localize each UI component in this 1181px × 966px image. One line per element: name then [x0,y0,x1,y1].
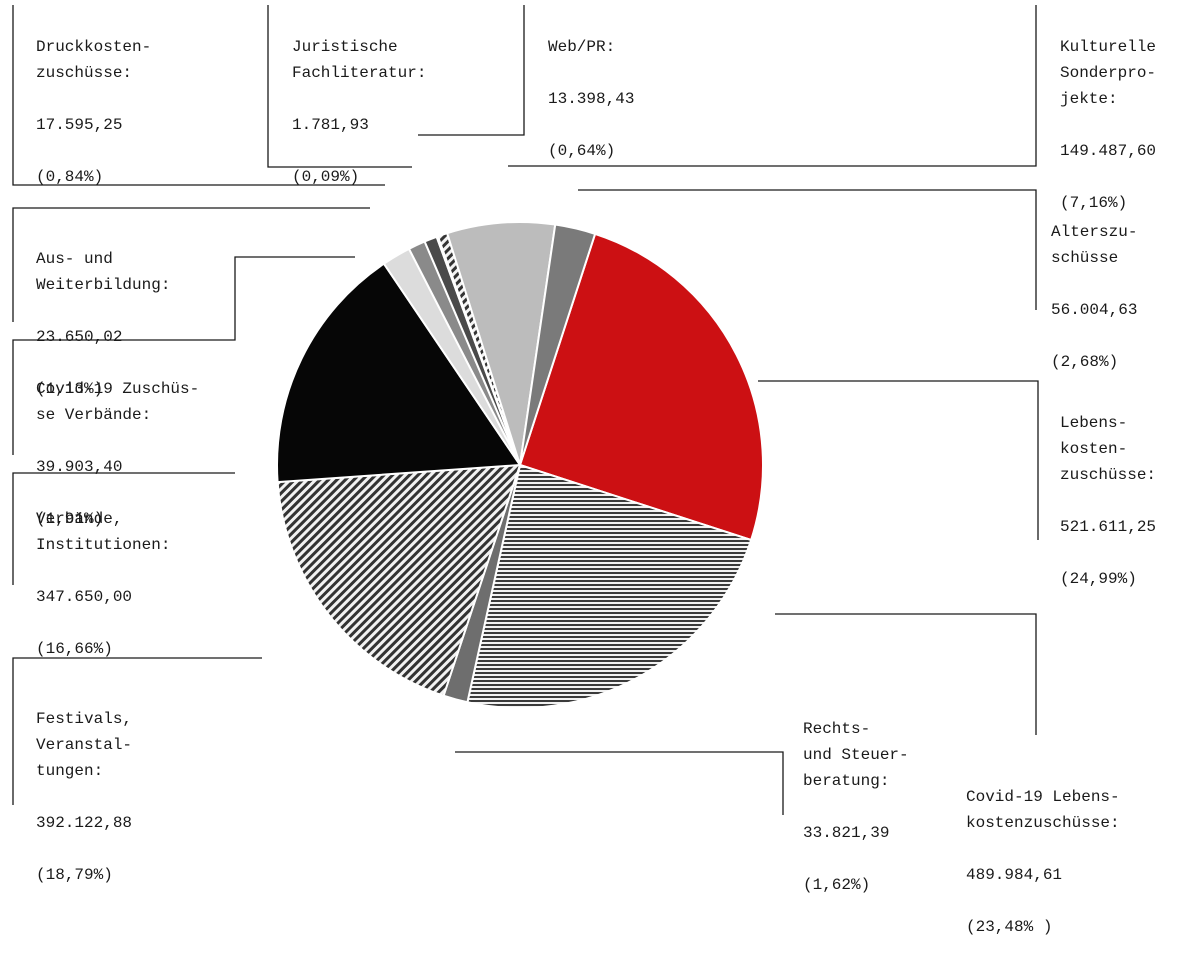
label-alter-name: Alterszu- schüsse [1051,223,1138,267]
label-druck: Druckkosten- zuschüsse: 17.595,25 (0,84%… [36,8,151,216]
pie-slice-alter [519,223,597,466]
label-druck-name: Druckkosten- zuschüsse: [36,38,152,82]
label-kultur-value: 149.487,60 [1060,142,1157,160]
label-covid-lebens-percent: (23,48% ) [966,918,1053,936]
label-web: Web/PR: 13.398,43 (0,64%) [548,8,634,190]
label-druck-percent: (0,84%) [36,168,104,186]
label-covid-verb-percent: (1,91%) [36,510,104,528]
label-web-value: 13.398,43 [548,90,635,108]
label-juris-name: Juristische Fachliteratur: [292,38,427,82]
label-aus: Aus- und Weiterbildung: 23.650,02 (1,13%… [36,220,170,428]
leader-line-web [418,5,525,136]
label-covid-verb-name: Covid-19 Zuschüs- se Verbände: [36,380,200,424]
leader-line-rechts [455,751,784,815]
leader-line-juris [267,5,412,168]
pie-slice-covid_lebens [466,463,753,709]
label-verbaende-percent: (16,66%) [36,640,113,658]
leader-line-alter [578,189,1037,310]
label-festivals-value: 392.122,88 [36,814,133,832]
label-alter-percent: (2,68%) [1051,353,1119,371]
label-verbaende: Verbände, Institutionen: 347.650,00 (16,… [36,480,170,688]
label-covid-lebens-name: Covid-19 Lebens- kostenzuschüsse: [966,788,1120,832]
label-aus-value: 23.650,02 [36,328,123,346]
label-verbaende-value: 347.650,00 [36,588,133,606]
leader-line-aus [12,207,370,322]
label-covid-lebens: Covid-19 Lebens- kostenzuschüsse: 489.98… [966,758,1120,966]
label-rechts-value: 33.821,39 [803,824,890,842]
label-kultur-name: Kulturelle Sonderpro- jekte: [1060,38,1157,108]
leader-line-kultur [508,5,1037,167]
leader-line-festivals [12,657,262,805]
label-lebens: Lebens- kosten- zuschüsse: 521.611,25 (2… [1060,384,1156,618]
label-covid-verb: Covid-19 Zuschüs- se Verbände: 39.903,40… [36,350,199,558]
label-alter: Alterszu- schüsse 56.004,63 (2,68%) [1051,193,1137,401]
label-juris: Juristische Fachliteratur: 1.781,93 (0,0… [292,8,426,216]
label-lebens-percent: (24,99%) [1060,570,1137,588]
label-rechts: Rechts- und Steuer- beratung: 33.821,39 … [803,690,909,924]
leader-line-lebens [758,380,1039,540]
label-festivals-percent: (18,79%) [36,866,113,884]
label-alter-value: 56.004,63 [1051,301,1138,319]
label-kultur-percent: (7,16%) [1060,194,1128,212]
label-druck-value: 17.595,25 [36,116,123,134]
label-lebens-name: Lebens- kosten- zuschüsse: [1060,414,1157,484]
label-kultur: Kulturelle Sonderpro- jekte: 149.487,60 … [1060,8,1156,242]
label-aus-percent: (1,13%) [36,380,104,398]
leader-line-covid-lebens [775,613,1037,735]
label-rechts-percent: (1,62%) [803,876,871,894]
label-festivals: Festivals, Veranstal- tungen: 392.122,88… [36,680,132,914]
label-juris-value: 1.781,93 [292,116,369,134]
leader-line-covid-verb [12,256,355,455]
label-rechts-name: Rechts- und Steuer- beratung: [803,720,909,790]
label-covid-lebens-value: 489.984,61 [966,866,1063,884]
label-aus-name: Aus- und Weiterbildung: [36,250,171,294]
pie-chart [12,5,1039,815]
label-juris-percent: (0,09%) [292,168,360,186]
label-web-percent: (0,64%) [548,142,616,160]
leader-line-verbaende [12,472,235,585]
pie-slice-verbaende [276,262,522,484]
label-covid-verb-value: 39.903,40 [36,458,123,476]
label-festivals-name: Festivals, Veranstal- tungen: [36,710,133,780]
pie-slice-festivals [276,463,522,697]
label-lebens-value: 521.611,25 [1060,518,1157,536]
leader-line-druck [12,5,385,186]
label-verbaende-name: Verbände, Institutionen: [36,510,171,554]
pie-slice-lebens [518,232,765,542]
label-web-name: Web/PR: [548,38,616,56]
